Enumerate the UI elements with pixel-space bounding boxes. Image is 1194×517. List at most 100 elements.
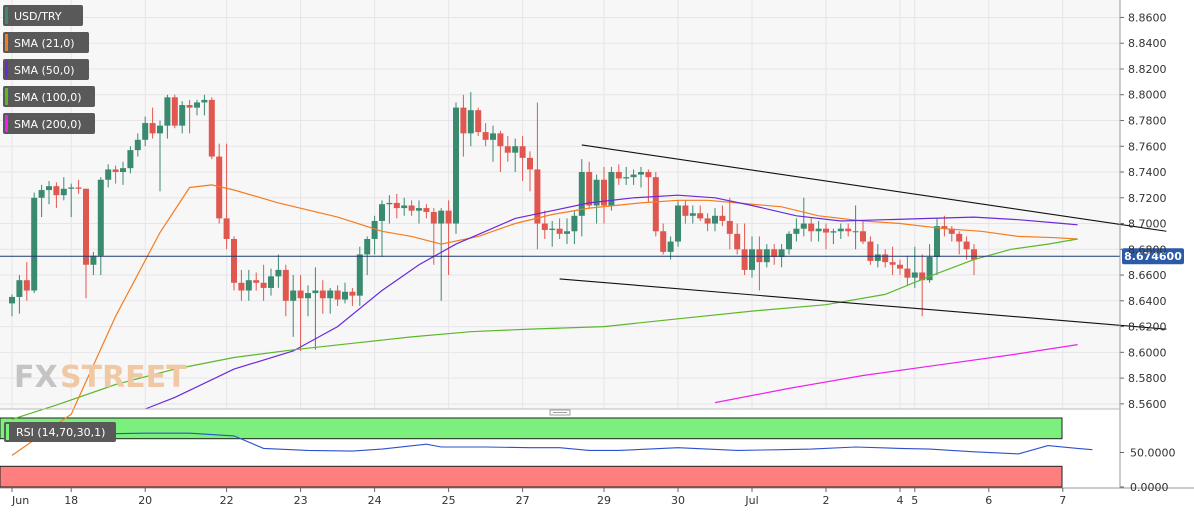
candle-body bbox=[201, 99, 208, 103]
candle-body bbox=[534, 169, 541, 224]
candle-body bbox=[934, 226, 940, 258]
time-tick-label: 25 bbox=[442, 494, 456, 507]
candle-body bbox=[134, 139, 141, 151]
candle-body bbox=[490, 133, 496, 140]
candle-body bbox=[408, 205, 415, 211]
sma-50-line bbox=[144, 194, 1078, 410]
legend-item-swatch bbox=[5, 34, 8, 51]
candle-body bbox=[963, 241, 970, 250]
candle-body bbox=[9, 296, 15, 304]
legend-item-box[interactable] bbox=[3, 86, 95, 107]
candle-body bbox=[475, 110, 482, 133]
candle-body bbox=[571, 215, 578, 232]
candle-body bbox=[904, 268, 911, 278]
time-tick-label: 30 bbox=[671, 494, 685, 507]
candle-body bbox=[16, 280, 23, 297]
sma-200-line bbox=[714, 344, 1078, 404]
price-tick-label: 8.6000 bbox=[1128, 346, 1167, 359]
rsi-line-group bbox=[11, 432, 1093, 455]
candle-body bbox=[763, 249, 770, 263]
candle-body bbox=[564, 231, 570, 234]
candle-body bbox=[430, 211, 437, 224]
legend-item-box[interactable] bbox=[3, 5, 83, 26]
time-tick-label: 7 bbox=[1059, 494, 1066, 507]
candle-body bbox=[749, 249, 755, 270]
candle-body bbox=[416, 208, 422, 211]
candle-body bbox=[216, 156, 223, 219]
candle-body bbox=[334, 290, 341, 300]
candle-body bbox=[689, 213, 696, 216]
candle-body bbox=[142, 123, 149, 140]
rsi-label-box[interactable] bbox=[4, 422, 116, 442]
price-tick-label: 8.6200 bbox=[1128, 321, 1167, 334]
legend-item-box[interactable] bbox=[3, 113, 95, 134]
candle-body bbox=[393, 202, 400, 209]
price-tick-label: 8.8400 bbox=[1128, 37, 1167, 50]
legend-item-box[interactable] bbox=[3, 32, 89, 53]
legend-item-label: SMA (21,0) bbox=[14, 37, 75, 50]
candle-body bbox=[149, 123, 156, 134]
indicator-legend: USD/TRY SMA (21,0) SMA (50,0) SMA (100,0) SM… bbox=[3, 5, 95, 134]
candle-body bbox=[638, 172, 644, 175]
candle-body bbox=[837, 228, 844, 232]
candle-body bbox=[971, 249, 977, 260]
candle-body bbox=[282, 269, 289, 301]
price-tick-label: 8.6400 bbox=[1128, 295, 1167, 308]
candle-body bbox=[127, 150, 134, 169]
candle-body bbox=[342, 291, 348, 300]
candle-body bbox=[675, 205, 681, 242]
candle-body bbox=[527, 157, 533, 170]
candle-body bbox=[867, 241, 874, 261]
candle-body bbox=[660, 231, 667, 252]
candle-body bbox=[800, 223, 807, 229]
candle-body bbox=[704, 218, 711, 224]
rsi-axis: 50.0000 0.0000 bbox=[1120, 447, 1176, 494]
candle-body bbox=[719, 215, 726, 221]
candle-body bbox=[467, 110, 474, 134]
candle-body bbox=[297, 290, 304, 299]
candle-body bbox=[245, 280, 252, 291]
price-axis: 8.8600 8.8400 8.8200 8.8000 8.7800 8.7600 8.74… bbox=[0, 0, 1194, 489]
candle-body bbox=[290, 290, 297, 301]
candle-body bbox=[726, 220, 733, 234]
candle-body bbox=[194, 102, 200, 108]
candle-body bbox=[497, 133, 504, 147]
time-tick-label: 20 bbox=[138, 494, 152, 507]
price-tick-label: 8.6600 bbox=[1128, 269, 1167, 282]
candle-body bbox=[38, 190, 45, 198]
candle-body bbox=[349, 291, 356, 296]
candle-body bbox=[771, 249, 778, 258]
candle-body bbox=[630, 174, 637, 178]
candle-body bbox=[845, 228, 852, 232]
candle-body bbox=[238, 282, 245, 291]
price-tick-label: 8.8600 bbox=[1128, 11, 1167, 24]
time-tick-label: 23 bbox=[294, 494, 308, 507]
price-tick-label: 8.5800 bbox=[1128, 372, 1167, 385]
price-tick-label: 8.7000 bbox=[1128, 218, 1167, 231]
candle-body bbox=[423, 208, 430, 212]
candle-body bbox=[68, 187, 75, 189]
candle-body bbox=[208, 99, 215, 157]
legend-item-label: USD/TRY bbox=[14, 10, 62, 23]
candle-body bbox=[157, 125, 163, 134]
watermark-street: STREET bbox=[60, 360, 187, 395]
sma-lines bbox=[11, 184, 1078, 456]
candle-body bbox=[808, 223, 815, 232]
legend-item-box[interactable] bbox=[3, 59, 89, 80]
candle-body bbox=[186, 105, 193, 108]
price-tick-label: 8.7600 bbox=[1128, 140, 1167, 153]
candle-body bbox=[231, 238, 237, 283]
candle-body bbox=[482, 132, 489, 140]
rsi-band bbox=[0, 465, 1063, 488]
candle-body bbox=[445, 210, 452, 224]
legend-item-swatch bbox=[5, 61, 8, 78]
candle-body bbox=[941, 226, 948, 229]
candle-body bbox=[874, 254, 881, 261]
candle-body bbox=[305, 293, 311, 299]
watermark-fx: FX bbox=[14, 360, 58, 395]
candle-body bbox=[97, 179, 104, 256]
rsi-label-swatch bbox=[6, 424, 9, 440]
candle-body bbox=[852, 231, 859, 233]
candle-body bbox=[90, 255, 97, 265]
